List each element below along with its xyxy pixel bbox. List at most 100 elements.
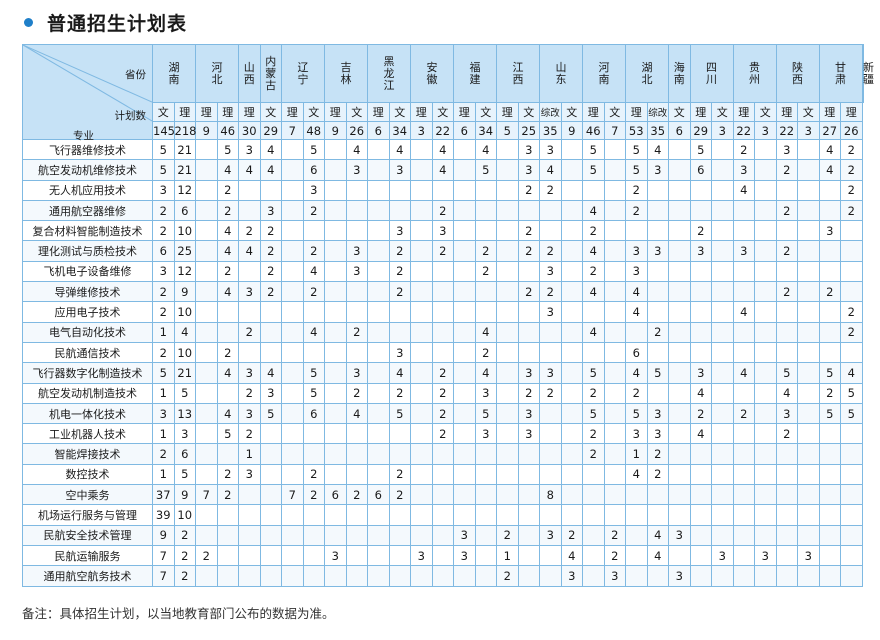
plan-value-cell [668, 402, 691, 425]
plan-value-cell: 3 [818, 220, 841, 242]
plan-value-cell: 3 [152, 260, 175, 283]
plan-value-cell: 4 [582, 321, 605, 343]
plan-value-cell [281, 544, 304, 567]
plan-value-cell [410, 443, 433, 465]
plan-value-cell: 3 [345, 260, 368, 283]
plan-value-cell [410, 565, 433, 587]
province-header: 湖南 [152, 44, 196, 103]
plan-value-cell: 4 [388, 362, 411, 384]
plan-value-cell [345, 504, 368, 526]
plan-value-cell [453, 159, 476, 181]
plan-value-cell [732, 463, 755, 486]
plan-value-cell [324, 321, 347, 343]
plan-value-cell [711, 138, 734, 161]
plan-value-cell [689, 463, 712, 486]
province-header: 海南 [668, 44, 691, 103]
plan-value-cell [560, 321, 583, 343]
plan-value-cell: 3 [517, 362, 540, 384]
plan-value-cell [367, 179, 390, 201]
plan-value-cell: 2 [195, 544, 218, 567]
plan-value-cell [711, 240, 734, 262]
plan-value-cell [732, 504, 755, 526]
plan-value-cell [582, 544, 605, 567]
plan-value-cell [238, 524, 261, 546]
province-header: 甘肃 [818, 44, 863, 103]
plan-value-cell [732, 524, 755, 546]
province-name: 河南 [598, 60, 610, 86]
plan-value-cell [453, 382, 476, 404]
page-title: 普通招生计划表 [47, 12, 188, 35]
province-header: 福建 [453, 44, 497, 103]
plan-value-cell [711, 179, 734, 201]
plan-value-cell [754, 321, 777, 343]
plan-value-cell [818, 565, 841, 587]
plan-value-cell [431, 544, 454, 567]
plan-value-cell [711, 443, 734, 465]
plan-value-cell [539, 402, 562, 425]
plan-value-cell [431, 260, 454, 283]
plan-value-cell: 3 [797, 544, 820, 567]
plan-value-cell: 2 [302, 281, 325, 303]
plan-value-cell [775, 321, 798, 343]
plan-total-cell: 34 [474, 121, 497, 140]
plan-value-cell: 3 [238, 281, 261, 303]
plan-value-cell [560, 240, 583, 262]
plan-total-cell: 29 [259, 121, 282, 140]
plan-value-cell [388, 301, 411, 323]
province-name: 安徽 [426, 60, 438, 86]
plan-value-cell: 4 [216, 240, 239, 262]
plan-value-cell [324, 504, 347, 526]
plan-value-cell [775, 341, 798, 364]
plan-value-cell: 4 [732, 179, 755, 201]
plan-value-cell: 3 [603, 565, 626, 587]
corner-plan-label: 计划数 [114, 110, 147, 122]
plan-value-cell [775, 301, 798, 323]
plan-value-cell [711, 199, 734, 222]
plan-value-cell: 2 [732, 138, 755, 161]
table-row: 飞机电子设备维修 3 12 2 2 4 3 2 2 3 2 3 [22, 260, 864, 283]
plan-value-cell: 3 [775, 402, 798, 425]
plan-value-cell: 5 [216, 138, 239, 161]
plan-value-cell: 4 [474, 138, 497, 161]
subject-type-cell: 理 [775, 102, 798, 122]
plan-value-cell [367, 524, 390, 546]
major-name-cell: 航空发动机制造技术 [22, 382, 153, 404]
plan-value-cell [560, 463, 583, 486]
plan-value-cell [840, 240, 863, 262]
province-header: 陕西 [775, 44, 820, 103]
major-name-cell: 通用航空器维修 [22, 199, 153, 222]
plan-value-cell: 4 [560, 544, 583, 567]
plan-value-cell [668, 301, 691, 323]
plan-value-cell: 2 [582, 423, 605, 445]
plan-value-cell [560, 179, 583, 201]
plan-value-cell: 10 [173, 220, 196, 242]
plan-value-cell: 4 [216, 362, 239, 384]
plan-value-cell [195, 199, 218, 222]
major-name-cell: 机场运行服务与管理 [22, 504, 153, 526]
plan-value-cell [603, 220, 626, 242]
plan-value-cell [474, 544, 497, 567]
plan-value-cell [216, 504, 239, 526]
plan-value-cell [259, 321, 282, 343]
table-row: 复合材料智能制造技术 2 10 4 2 2 3 3 2 2 2 3 [22, 220, 864, 242]
plan-value-cell: 2 [173, 524, 196, 546]
plan-value-cell: 3 [625, 423, 648, 445]
plan-value-cell [496, 484, 519, 506]
province-name: 新疆 [863, 60, 874, 86]
plan-value-cell [238, 199, 261, 222]
plan-value-cell [238, 544, 261, 567]
plan-total-cell: 26 [345, 121, 368, 140]
plan-value-cell [410, 159, 433, 181]
plan-value-cell [818, 504, 841, 526]
plan-value-cell: 10 [173, 341, 196, 364]
plan-value-cell [388, 199, 411, 222]
plan-value-cell [711, 463, 734, 486]
plan-value-cell: 9 [173, 484, 196, 506]
plan-value-cell: 6 [173, 443, 196, 465]
plan-value-cell [281, 159, 304, 181]
plan-value-cell: 9 [152, 524, 175, 546]
plan-total-cell: 22 [775, 121, 798, 140]
plan-value-cell [560, 199, 583, 222]
plan-value-cell: 3 [517, 159, 540, 181]
plan-value-cell [345, 220, 368, 242]
